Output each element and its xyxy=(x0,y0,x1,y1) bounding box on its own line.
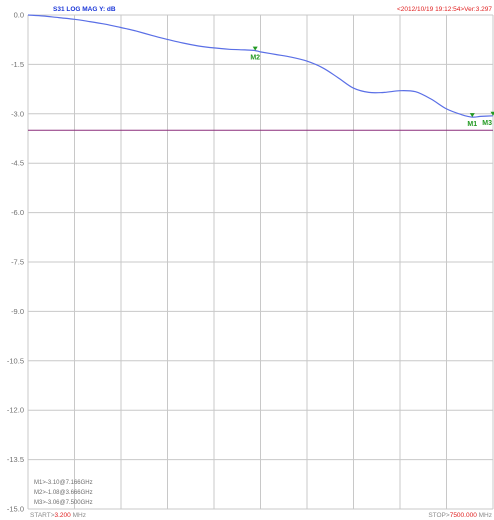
y-tick-label: -3.0 xyxy=(11,109,24,118)
y-tick-label: -9.0 xyxy=(11,307,24,316)
stop-frequency: STOP>7500.000 MHz xyxy=(428,512,492,519)
markers: M1 M2 M3 xyxy=(250,46,494,128)
y-axis-labels: 0.0 -1.5 -3.0 -4.5 -6.0 -7.5 -9.0 -10.5 -12.0 -13… xyxy=(7,11,24,514)
y-tick-label: -10.5 xyxy=(7,356,24,365)
marker-m2-point xyxy=(252,46,258,51)
y-tick-label: -13.5 xyxy=(7,455,24,464)
y-tick-label: -15.0 xyxy=(7,505,24,514)
start-unit: MHz xyxy=(71,512,86,519)
marker-readout-m2: M2>-1.08@3.666GHz xyxy=(34,490,93,496)
marker-m3-point xyxy=(490,111,494,116)
y-tick-label: -1.5 xyxy=(11,60,24,69)
trace-label: S31 LOG MAG Y: dB xyxy=(53,6,116,13)
marker-m2-label: M2 xyxy=(250,55,260,62)
y-tick-label: 0.0 xyxy=(14,11,24,20)
marker-readout-m3: M3>-3.06@7.500GHz xyxy=(34,500,93,506)
marker-m1-label: M1 xyxy=(467,121,477,128)
stop-value: 7500.000 xyxy=(450,512,477,519)
start-frequency: START>3.200 MHz xyxy=(30,512,86,519)
marker-m3-label: M3 xyxy=(482,120,492,127)
timestamp: <2012/10/19 19:12:54>Ver:3.297 xyxy=(397,6,492,13)
y-tick-label: -12.0 xyxy=(7,406,24,415)
y-tick-label: -4.5 xyxy=(11,159,24,168)
start-value: 3.200 xyxy=(55,512,72,519)
marker-m1-point xyxy=(469,113,475,118)
plot-grid xyxy=(27,14,494,510)
y-tick-label: -7.5 xyxy=(11,258,24,267)
stop-prefix: STOP> xyxy=(428,512,450,519)
stop-unit: MHz xyxy=(477,512,492,519)
marker-readout-m1: M1>-3.10@7.166GHz xyxy=(34,480,93,486)
trace-s31 xyxy=(27,14,494,118)
start-prefix: START> xyxy=(30,512,55,519)
y-tick-label: -6.0 xyxy=(11,208,24,217)
marker-readout: M1>-3.10@7.166GHz M2>-1.08@3.666GHz M3>-… xyxy=(34,480,93,506)
